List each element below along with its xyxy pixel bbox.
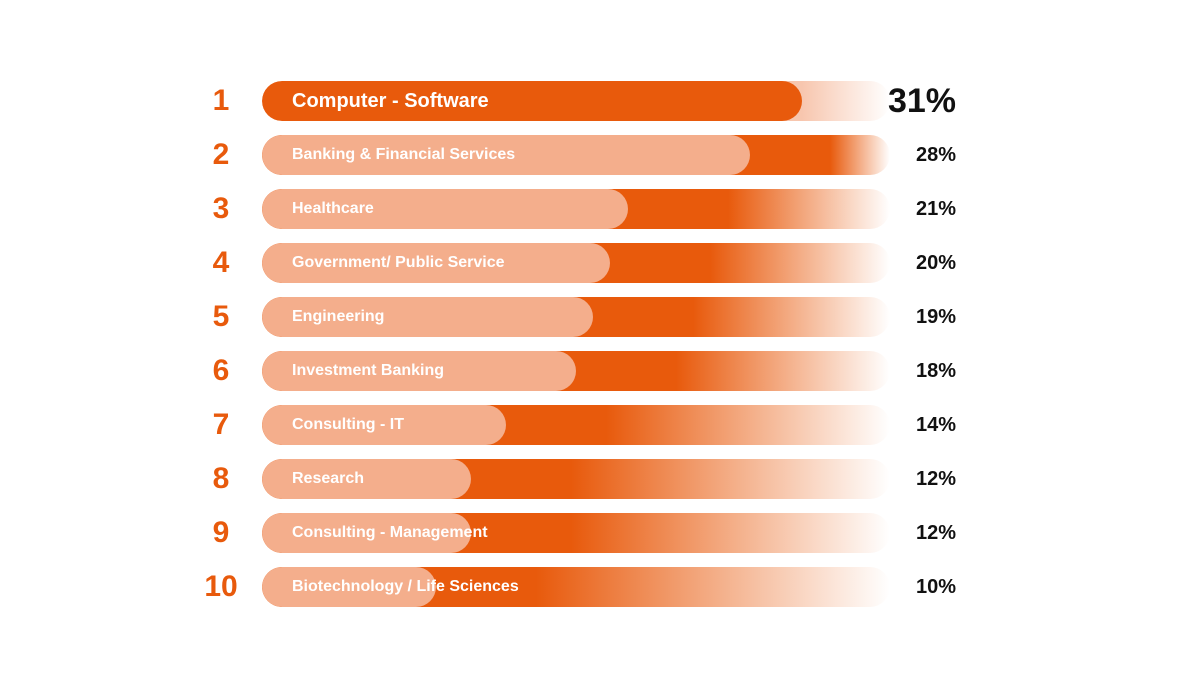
bar-fill	[262, 405, 506, 445]
bar-fill	[262, 459, 471, 499]
bar-fill	[262, 567, 436, 607]
rank-number: 6	[212, 354, 230, 387]
value-label: 31%	[887, 82, 956, 120]
bar-track: Research	[262, 459, 890, 499]
bar-track: Computer - Software	[262, 81, 890, 121]
bar-track: Banking & Financial Services	[262, 135, 890, 175]
value-label: 20%	[915, 252, 956, 274]
bar-track: Engineering	[262, 297, 890, 337]
category-label: Computer - Software	[292, 90, 489, 112]
value-label: 12%	[915, 522, 956, 544]
bar-track: Government/ Public Service	[262, 243, 890, 283]
rank-number: 9	[212, 516, 230, 549]
rank-number: 2	[212, 138, 230, 171]
category-label: Research	[292, 470, 365, 487]
bar-fill	[262, 81, 802, 121]
category-label: Consulting - IT	[292, 416, 404, 433]
bar-track: Consulting - Management	[262, 513, 890, 553]
category-label: Consulting - Management	[292, 524, 488, 541]
bar-fill	[262, 189, 628, 229]
value-label: 10%	[915, 576, 956, 598]
category-label: Banking & Financial Services	[292, 146, 516, 163]
rank-number: 3	[212, 192, 230, 225]
bar-track: Investment Banking	[262, 351, 890, 391]
rank-number: 7	[212, 408, 230, 441]
bar-track: Biotechnology / Life Sciences	[262, 567, 890, 607]
bar-fill	[262, 297, 593, 337]
value-label: 18%	[915, 360, 956, 382]
rank-number: 4	[212, 246, 230, 279]
value-label: 12%	[915, 468, 956, 490]
value-label: 14%	[915, 414, 956, 436]
bar-fill	[262, 135, 750, 175]
bar-track: Consulting - IT	[262, 405, 890, 445]
value-label: 28%	[915, 144, 956, 166]
category-label: Biotechnology / Life Sciences	[292, 578, 519, 595]
category-label: Investment Banking	[292, 362, 445, 379]
bar-fill	[262, 243, 610, 283]
value-label: 21%	[915, 198, 956, 220]
bar-track: Healthcare	[262, 189, 890, 229]
rank-number: 10	[204, 570, 238, 603]
bar-fill	[262, 513, 471, 553]
category-label: Engineering	[292, 308, 385, 325]
bar-fill	[262, 351, 576, 391]
rank-number: 8	[212, 462, 230, 495]
category-label: Healthcare	[292, 200, 374, 217]
rank-number: 1	[212, 84, 230, 117]
category-label: Government/ Public Service	[292, 254, 505, 271]
value-label: 19%	[915, 306, 956, 328]
rank-number: 5	[212, 300, 230, 333]
